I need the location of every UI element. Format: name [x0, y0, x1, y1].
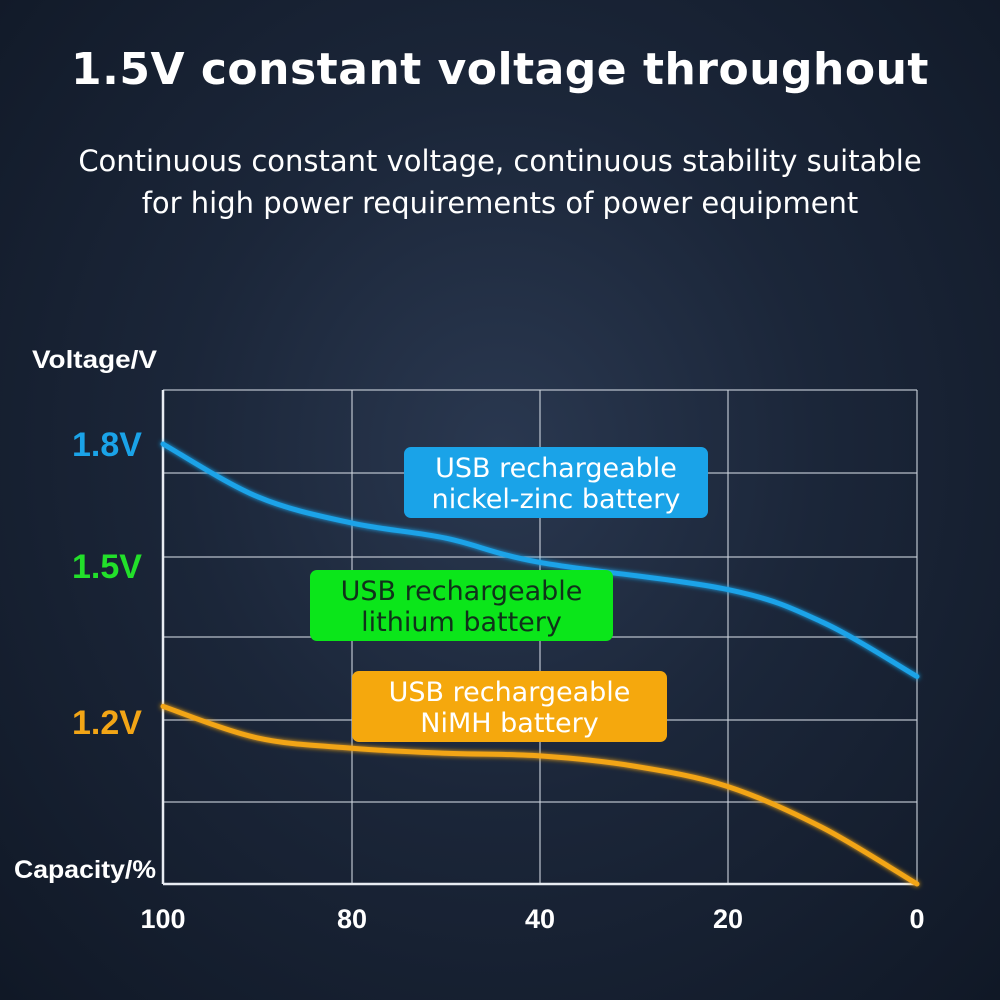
- y-axis-label: Voltage/V: [32, 346, 157, 374]
- page-subtitle: Continuous constant voltage, continuous …: [0, 140, 1000, 224]
- y-tick-label: 1.2V: [72, 704, 142, 742]
- x-tick-label: 20: [713, 904, 743, 934]
- chart-series: [160, 441, 920, 887]
- y-tick-label: 1.5V: [72, 548, 142, 586]
- nimh-label-box: [352, 671, 667, 742]
- nimh-series-line: [160, 703, 920, 887]
- nimh-label-text: USB rechargeable: [389, 677, 631, 708]
- lithium-label-box: [310, 570, 613, 641]
- nimh-label-text: NiMH battery: [420, 708, 598, 739]
- nickel-zinc-label-box: [404, 447, 708, 518]
- nickel-zinc-label-text: USB rechargeable: [435, 453, 677, 484]
- lithium-label-text: lithium battery: [361, 607, 562, 638]
- nickel-zinc-label-text: nickel-zinc battery: [432, 484, 681, 515]
- chart-ticks: 100 80 40 20 0 1.8V 1.5V 1.2V: [72, 426, 925, 934]
- x-tick-label: 0: [909, 904, 924, 934]
- y-tick-label: 1.8V: [72, 426, 142, 464]
- x-tick-label: 80: [337, 904, 367, 934]
- subtitle-line-2: for high power requirements of power equ…: [141, 186, 859, 220]
- subtitle-line-1: Continuous constant voltage, continuous …: [78, 144, 922, 178]
- x-axis-label: Capacity/%: [14, 856, 156, 884]
- x-tick-label: 40: [525, 904, 555, 934]
- x-tick-label: 100: [140, 904, 185, 934]
- page-title: 1.5V constant voltage throughout: [71, 44, 929, 95]
- lithium-label-text: USB rechargeable: [341, 576, 583, 607]
- chart-axes: Voltage/V Capacity/%: [14, 346, 157, 884]
